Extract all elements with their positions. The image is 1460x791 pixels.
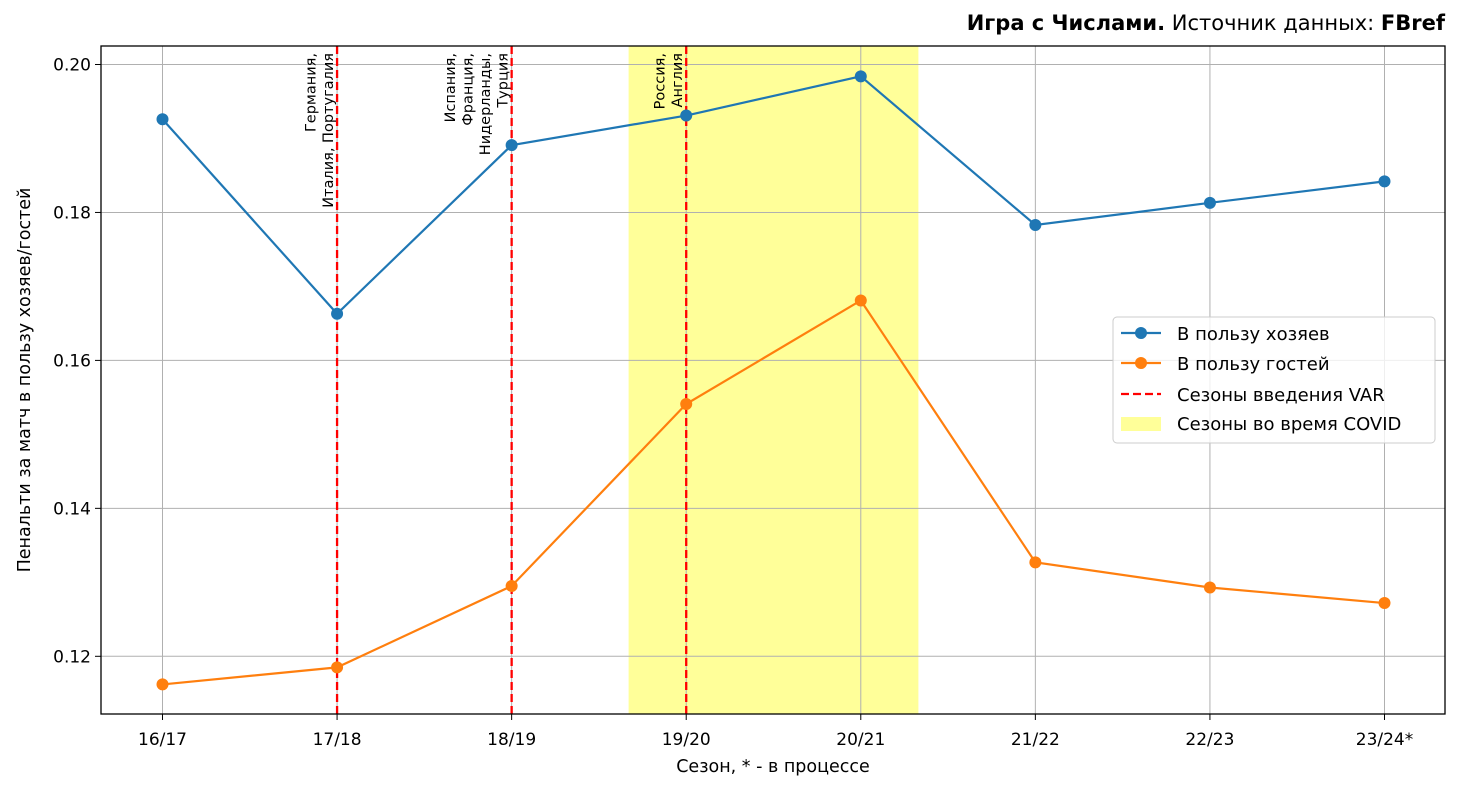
x-tick-label: 18/19 [487,730,536,750]
x-tick-label: 21/22 [1011,730,1060,750]
x-tick-label: 17/18 [313,730,362,750]
legend-covid-label: Сезоны во время COVID [1177,414,1401,435]
away-point [156,678,169,691]
var-lines-layer [335,46,688,714]
away-point [1029,556,1042,569]
home-point [505,139,518,152]
ticks-layer: 16/17 17/18 18/19 19/20 20/21 21/22 22/23 23/24… [53,55,1413,750]
var-annotation-line: Германия, [304,53,320,132]
legend-var-label: Сезоны введения VAR [1177,385,1385,406]
chart-header: Игра с Числами. Источник данных: FBref [967,11,1445,35]
home-point [331,307,344,320]
series-layer [156,70,1391,691]
header-brand: Игра с Числами. [966,11,1166,35]
away-point [854,294,867,307]
away-point [331,661,344,674]
y-axis-label: Пенальти за матч в пользу хозяев/гостей [15,188,35,573]
y-tick-label: 0.20 [53,55,91,75]
y-tick-label: 0.16 [53,351,91,371]
legend-box [1112,316,1436,444]
away-series-line [162,298,1385,686]
away-point [1203,581,1216,594]
var-annotation-line: Нидерланды, [478,53,494,155]
var-annotation-line: Франция, [461,53,477,126]
covid-span [628,46,919,714]
x-tick-label: 20/21 [836,730,885,750]
home-point [854,70,867,83]
legend-covid-swatch [1121,417,1161,431]
home-series-line [161,75,1385,316]
var-annotation-line: Турция [496,53,512,109]
legend: В пользу хозяев В пользу гостей Сезоны в… [1112,316,1436,444]
home-point [680,109,693,122]
var-annotation-line: Испания, [443,53,459,122]
x-tick-label: 16/17 [138,730,187,750]
legend-home-marker [1135,327,1147,339]
away-point [1378,597,1391,610]
home-point [156,113,169,126]
away-point [505,580,518,593]
legend-away-label: В пользу гостей [1177,354,1330,375]
y-tick-label: 0.18 [53,203,91,223]
x-tick-label: 19/20 [662,730,711,750]
var-annotation-line: Италия, Португалия [321,53,337,208]
x-tick-label: 22/23 [1185,730,1234,750]
header-source-name: FBref [1380,11,1445,35]
home-point [1378,175,1391,188]
var-annotations-layer: Германия, Италия, Португалия Испания, Франц… [304,53,687,208]
header-source-prefix: Источник данных: [1171,11,1375,35]
legend-home-label: В пользу хозяев [1177,324,1330,345]
covid-span-layer [628,46,919,714]
home-point [1029,219,1042,232]
legend-away-marker [1135,357,1147,369]
y-tick-label: 0.12 [53,647,91,667]
var-annotation-line: Россия, [653,53,669,109]
away-point [680,398,693,411]
x-axis-label: Сезон, * - в процессе [676,757,870,777]
x-tick-label: 23/24* [1356,730,1414,750]
home-point [1203,196,1216,209]
y-tick-label: 0.14 [53,499,91,519]
var-annotation-line: Англия [670,53,686,107]
plot-frame [100,45,1446,715]
